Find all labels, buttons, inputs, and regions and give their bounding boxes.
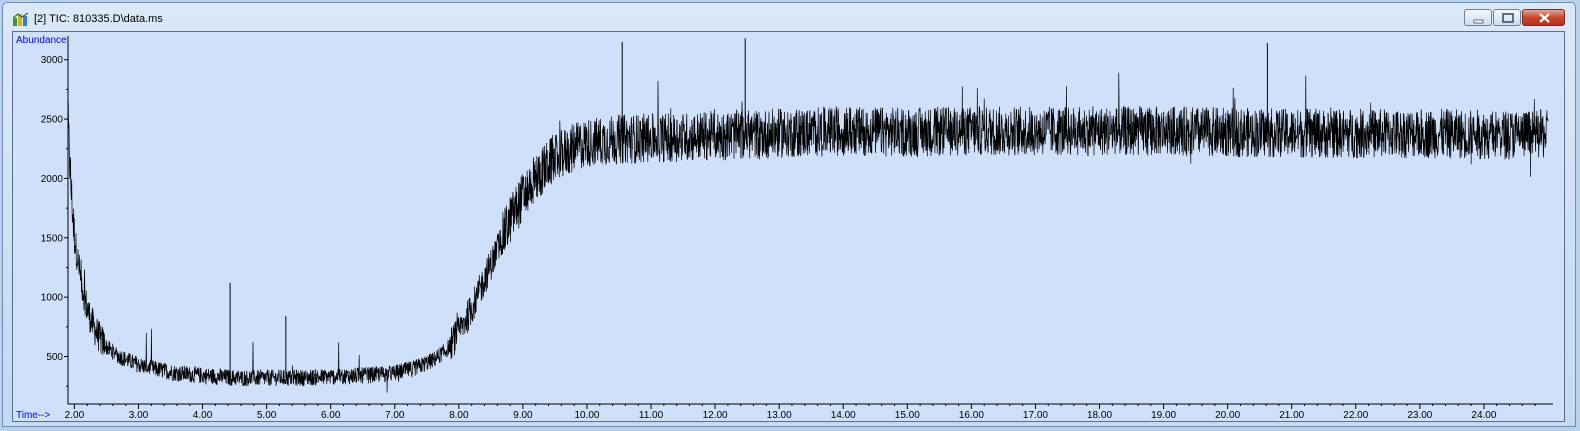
title-bar[interactable]: [2] TIC: 810335.D\data.ms [3,3,1575,31]
y-axis-label: Abundance [16,35,67,46]
x-tick-label: 22.00 [1343,410,1368,421]
x-tick-label: 21.00 [1279,410,1304,421]
x-tick-label: 17.00 [1023,410,1048,421]
maximize-icon [1502,13,1514,23]
x-tick-label: 7.00 [385,410,405,421]
x-tick-label: 8.00 [449,410,469,421]
y-tick-label: 2000 [41,174,64,185]
x-tick-label: 2.00 [65,410,85,421]
close-icon [1539,13,1550,23]
x-tick-label: 10.00 [574,410,599,421]
chromatogram-plot-area[interactable]: Abundance Time--> 500 1000 1500 2000 2500 300… [12,31,1565,422]
x-tick-label: 12.00 [703,410,728,421]
close-button[interactable] [1522,9,1565,26]
y-tick-label: 1500 [41,233,64,244]
x-tick-label: 15.00 [895,410,920,421]
x-tick-label: 3.00 [129,410,149,421]
minimize-icon [1473,19,1484,24]
tic-trace [67,38,1549,393]
x-tick-label: 18.00 [1087,410,1112,421]
x-tick-label: 13.00 [767,410,792,421]
x-tick-label: 14.00 [831,410,856,421]
x-tick-label: 6.00 [321,410,341,421]
x-tick-label: 9.00 [513,410,533,421]
tic-line [67,72,1549,393]
x-tick-label: 19.00 [1151,410,1176,421]
x-tick-label: 16.00 [959,410,984,421]
y-tick-label: 500 [46,352,63,363]
x-tick-label: 4.00 [193,410,213,421]
maximize-button[interactable] [1493,9,1521,26]
tic-chart: Abundance Time--> 500 1000 1500 2000 2500 300… [16,35,1553,421]
x-axis-label: Time--> [16,410,51,421]
x-tick-label: 24.00 [1471,410,1496,421]
y-tick-label: 1000 [41,293,64,304]
y-tick-label: 2500 [41,115,64,126]
y-tick-label: 3000 [41,55,64,66]
axes: 500 1000 1500 2000 2500 3000 2.00 3.00 4.00 5.00 6… [41,36,1553,421]
x-tick-label: 23.00 [1407,410,1432,421]
window-title: [2] TIC: 810335.D\data.ms [34,13,163,25]
x-tick-label: 20.00 [1215,410,1240,421]
chromatogram-app-icon [13,12,29,26]
x-tick-label: 11.00 [639,410,664,421]
x-tick-label: 5.00 [257,410,277,421]
minimize-button[interactable] [1464,9,1492,26]
